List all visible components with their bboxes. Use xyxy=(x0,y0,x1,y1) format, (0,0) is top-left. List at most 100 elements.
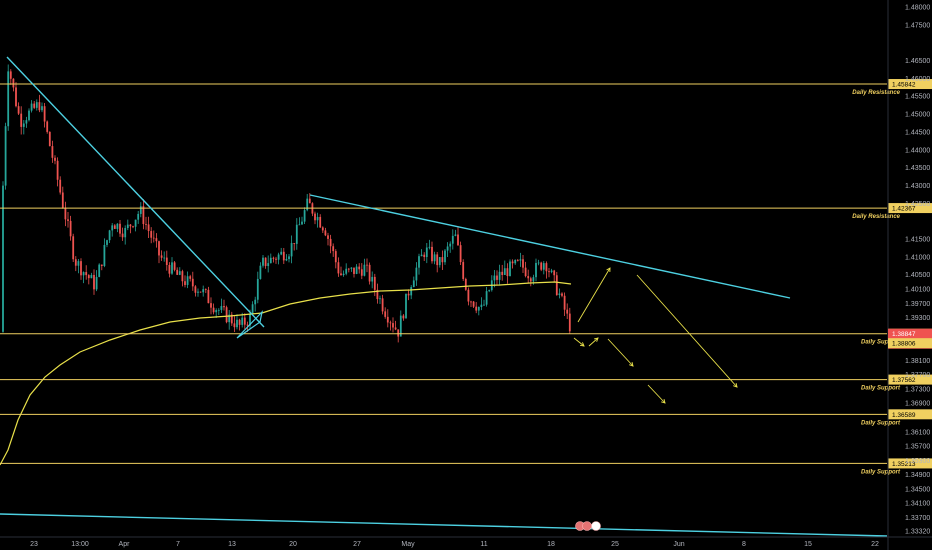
candle-body xyxy=(116,223,119,229)
candle-body xyxy=(184,281,186,285)
candle-body xyxy=(566,309,569,314)
time-tick-label: 15 xyxy=(804,541,812,548)
candle-body xyxy=(176,269,179,275)
candle-body xyxy=(87,275,90,279)
price-tick-label: 1.44000 xyxy=(905,147,930,154)
level-price-tag xyxy=(888,374,932,385)
time-tick-label: 20 xyxy=(289,541,297,548)
candle-body xyxy=(425,247,428,258)
candle-body xyxy=(522,259,524,268)
event-markers[interactable] xyxy=(575,521,601,531)
event-marker-icon[interactable] xyxy=(582,521,592,531)
candle-body xyxy=(451,235,454,244)
price-tags-layer: 1.3884711:401.38806 xyxy=(888,328,932,349)
time-tick-label: 7 xyxy=(176,541,180,548)
candle-body xyxy=(332,246,335,252)
candle-body xyxy=(488,290,491,292)
candle-body xyxy=(480,304,483,307)
candle-body xyxy=(366,264,368,266)
candle-body xyxy=(189,276,192,279)
candle-body xyxy=(272,257,275,259)
candle-body xyxy=(563,295,566,310)
candle-body xyxy=(249,313,251,326)
price-tick-label: 1.35300 xyxy=(905,458,930,465)
projection-arrow-2 xyxy=(588,337,599,347)
drawings-layer xyxy=(0,56,888,537)
candle-body xyxy=(152,237,155,239)
candle-body xyxy=(360,269,363,276)
candle-body xyxy=(230,314,233,324)
candle-body xyxy=(90,274,93,279)
event-marker-icon[interactable] xyxy=(591,521,601,531)
price-tick-label: 1.36900 xyxy=(905,401,930,408)
candle-body xyxy=(306,198,309,211)
time-axis[interactable]: 23 13:00 Apr 7 13 20 27 May 11 18 25 Jun 8 15 22 xyxy=(0,536,932,548)
candle-body xyxy=(516,260,519,261)
candle-body xyxy=(561,293,563,296)
candle-body xyxy=(35,102,38,108)
candle-body xyxy=(191,278,194,287)
candle-body xyxy=(106,240,108,245)
candle-body xyxy=(9,71,12,79)
price-tick-label: 1.40100 xyxy=(905,286,930,293)
candle-body xyxy=(519,259,522,261)
candle-body xyxy=(282,251,285,261)
price-axis[interactable]: 1.48000 1.47500 1.46500 1.46000 1.45500 1.450… xyxy=(887,0,930,550)
candle-body xyxy=(199,291,202,293)
candle-body xyxy=(33,103,36,108)
price-tick-label: 1.41500 xyxy=(905,237,930,244)
level-price-tag-text: 1.45842 xyxy=(892,82,916,89)
candle-body xyxy=(64,207,67,220)
price-tick-label: 1.47500 xyxy=(905,22,930,29)
arrow-shaft xyxy=(647,384,666,404)
candle-body xyxy=(150,231,153,238)
candle-body xyxy=(51,146,54,158)
candle-body xyxy=(124,228,127,238)
level-price-tag-text: 1.35213 xyxy=(892,461,916,468)
candle-body xyxy=(145,224,147,225)
candle-body xyxy=(12,78,15,88)
level-label: Daily Support xyxy=(861,340,901,346)
candle-body xyxy=(524,267,527,277)
candle-body xyxy=(394,327,397,330)
candle-body xyxy=(540,262,543,270)
candle-body xyxy=(568,313,571,332)
level-price-tag xyxy=(888,409,932,420)
price-tick-label: 1.37700 xyxy=(905,372,930,379)
candle-body xyxy=(553,270,556,276)
price-tick-label: 1.35700 xyxy=(905,444,930,451)
candle-body xyxy=(431,246,433,262)
price-tick-label: 1.33320 xyxy=(905,529,930,536)
candle-body xyxy=(392,323,394,328)
candle-body xyxy=(103,244,106,266)
candle-body xyxy=(74,259,77,266)
price-tick-label: 1.39300 xyxy=(905,315,930,322)
candle-body xyxy=(217,309,220,311)
candle-body xyxy=(527,276,530,279)
candle-body xyxy=(126,224,129,229)
candle-body xyxy=(43,106,46,122)
price-tick-label: 1.48000 xyxy=(905,5,930,12)
time-tick-label: 18 xyxy=(547,541,555,548)
level-label: Daily Resistance xyxy=(852,90,900,96)
candle-body xyxy=(134,219,137,227)
candle-body xyxy=(290,243,293,257)
candle-body xyxy=(246,324,249,326)
price-tick-label: 1.41000 xyxy=(905,254,930,261)
candle-body xyxy=(337,262,340,274)
level-label: Daily Resistance xyxy=(852,214,900,220)
arrow-shaft xyxy=(607,338,634,367)
candle-body xyxy=(342,273,345,276)
candle-body xyxy=(496,275,498,280)
candle-body xyxy=(241,317,244,325)
candle-body xyxy=(223,306,225,308)
candle-body xyxy=(436,254,439,266)
candle-body xyxy=(147,224,150,232)
candle-body xyxy=(363,264,366,276)
candle-body xyxy=(269,257,272,264)
candle-body xyxy=(537,262,540,264)
candle-body xyxy=(275,258,277,260)
moving-average-line xyxy=(0,281,572,466)
candle-body xyxy=(410,287,413,296)
